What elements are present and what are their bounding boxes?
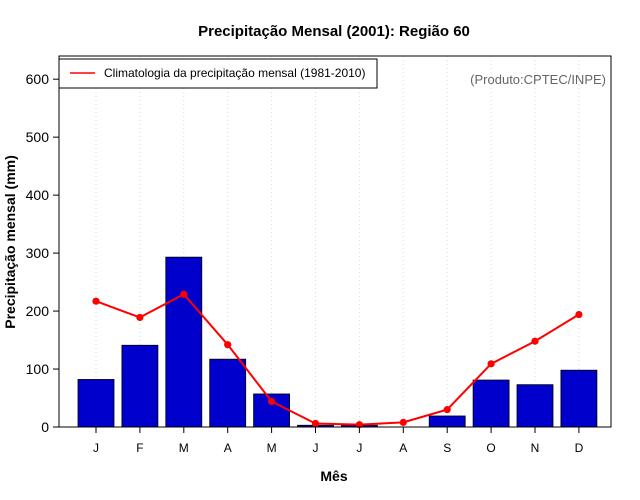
- source-credit: (Produto:CPTEC/INPE): [470, 72, 606, 87]
- y-tick-label: 300: [26, 245, 50, 261]
- x-tick-label: J: [313, 441, 319, 455]
- x-tick-label: D: [575, 441, 584, 455]
- bar-series: [77, 256, 598, 428]
- x-tick-label: S: [443, 441, 451, 455]
- climatology-point-2: [136, 313, 144, 322]
- y-axis: 0 100 200 300 400 500 600: [26, 71, 59, 435]
- x-tick-label: J: [93, 441, 99, 455]
- climatology-point-4: [224, 341, 232, 349]
- climatology-point-10: [487, 360, 495, 368]
- climatology-point-7: [355, 421, 363, 429]
- legend-entry-climatology: Climatologia da precipitação mensal (198…: [104, 66, 365, 80]
- chart-title: Precipitação Mensal (2001): Região 60: [198, 23, 470, 40]
- climatology-point-3: [180, 290, 188, 298]
- x-tick-label: O: [486, 441, 495, 455]
- climatology-point-9: [443, 406, 451, 414]
- y-tick-label: 0: [41, 419, 49, 435]
- plot-frame: [58, 55, 612, 428]
- bar-11: [516, 384, 554, 428]
- climatology-point-12: [575, 310, 583, 319]
- x-tick-label: N: [531, 441, 540, 455]
- climatology-point-1: [92, 297, 100, 305]
- bar-12: [560, 369, 598, 428]
- climatology-point-11: [531, 337, 539, 345]
- x-tick-label: M: [267, 441, 277, 455]
- climatology-point-5: [268, 397, 276, 406]
- climatology-point-8: [399, 418, 407, 426]
- legend: Climatologia da precipitação mensal (198…: [58, 58, 378, 89]
- y-axis-label: Precipitação mensal (mm): [2, 155, 18, 329]
- bar-3: [165, 256, 203, 428]
- x-tick-label: A: [224, 441, 232, 455]
- bar-4: [209, 358, 247, 428]
- bar-9: [428, 415, 466, 428]
- y-tick-label: 200: [26, 303, 50, 319]
- climatology-line: [95, 292, 580, 426]
- y-tick-label: 600: [26, 71, 50, 87]
- bar-2: [121, 344, 159, 428]
- legend-box: [58, 58, 378, 89]
- x-tick-label: J: [356, 441, 362, 455]
- y-tick-label: 500: [26, 129, 50, 145]
- climatology-point-6: [311, 419, 320, 428]
- bar-1: [77, 379, 115, 428]
- y-tick-label: 100: [26, 361, 50, 377]
- x-tick-label: M: [179, 441, 189, 455]
- bar-10: [472, 379, 510, 428]
- climatology-line-series: [92, 290, 583, 429]
- x-tick-label: F: [136, 441, 143, 455]
- x-tick-label: A: [399, 441, 407, 455]
- y-tick-label: 400: [26, 187, 50, 203]
- x-axis-label: Mês: [320, 468, 347, 484]
